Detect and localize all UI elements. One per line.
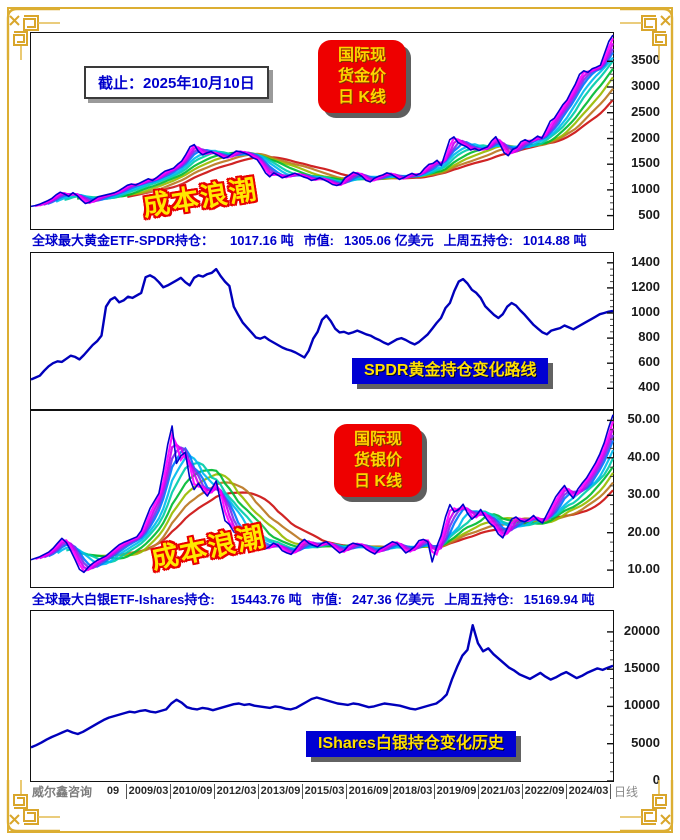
gold-etf-holdings: 1017.16 吨 [230,232,294,248]
silver-kline-badge-line2: 货银价 [353,452,402,469]
gold-price-y-axis: 500 1000 1500 2000 2500 3000 3500 [614,32,672,228]
spdr-holdings-panel [30,252,614,410]
gold-etf-mv-label: 市值: [303,232,334,248]
silver-etf-mv-label: 市值: [311,591,342,607]
silver-etf-holdings: 15443.76 吨 [230,591,302,607]
silver-kline-badge-line1: 国际现 [353,431,402,448]
y-tick-label: 1000 [631,180,660,196]
y-tick-label: 10000 [623,697,660,713]
gold-price-chart [30,34,615,217]
y-tick-label: 40.00 [627,448,660,464]
gold-etf-lf: 1014.88 吨 [522,232,587,248]
spdr-holdings-chart [30,262,614,390]
x-tick-label: 2009/03 [126,784,170,799]
y-tick-label: 30.00 [627,486,660,502]
gold-kline-badge-line2: 货金价 [337,68,386,85]
y-tick-label: 2000 [631,129,660,145]
y-tick-label: 2500 [631,103,660,119]
silver-etf-label: 全球最大白银ETF-Ishares持仓: [32,591,215,607]
silver-etf-lf: 15169.94 吨 [523,591,595,607]
gold-etf-info-row: 全球最大黄金ETF-SPDR持仓： 1017.16 吨 市值: 1305.06 … [32,229,612,249]
x-tick-label: 2010/09 [170,784,214,799]
y-tick-label: 400 [638,379,660,395]
x-axis-period-label: 日线 [614,785,639,799]
y-tick-label: 15000 [623,660,660,676]
y-tick-label: 600 [638,354,660,370]
silver-kline-badge-line3: 日 K线 [353,473,402,490]
gold-kline-badge-line3: 日 K线 [337,89,386,106]
y-tick-label: 800 [638,329,660,345]
ishares-y-axis: 0 5000 10000 15000 20000 [614,610,672,787]
as-of-date-text: 截止：2025年10月10日 [98,75,255,92]
x-tick-label: 2022/09 [522,784,566,799]
y-tick-label: 5000 [631,734,660,750]
source-watermark: 威尔鑫咨询 [32,785,93,799]
gold-etf-mv: 1305.06 亿美元 [343,232,434,248]
y-tick-label: 3500 [631,52,660,68]
y-tick-label: 3000 [631,78,660,93]
x-tick-label: 2013/09 [258,784,302,799]
ishares-history-badge: IShares白银持仓变化历史 [306,731,516,757]
ishares-holdings-chart [30,623,614,782]
silver-kline-badge: 国际现 货银价 日 K线 [334,424,422,497]
x-tick-label: 2021/03 [478,784,522,799]
y-tick-label: 1500 [631,155,660,171]
silver-etf-lf-label: 上周五持仓: [444,591,514,607]
y-tick-label: 0 [652,772,660,787]
y-tick-label: 1000 [631,304,660,319]
x-tick-label: 2015/03 [302,784,346,799]
silver-price-y-axis: 10.00 20.00 30.00 40.00 50.00 [614,410,672,586]
x-tick-label: 2018/03 [390,784,434,799]
gold-etf-lf-label: 上周五持仓: [443,232,513,248]
gold-kline-badge-line1: 国际现 [337,47,386,64]
silver-etf-mv: 247.36 亿美元 [351,591,435,607]
x-tick-label: 2012/03 [214,784,258,799]
x-axis-ticks: 09 2009/03 2010/09 2012/03 2013/09 2015/03 201… [100,784,612,799]
x-tick-label: 09 [106,785,120,797]
x-axis-row: 威尔鑫咨询 09 2009/03 2010/09 2012/03 2013/09 2015… [32,783,638,800]
spdr-route-badge: SPDR黄金持仓变化路线 [352,358,549,384]
silver-etf-info-row: 全球最大白银ETF-Ishares持仓: 15443.76 吨 市值: 247.… [32,588,612,608]
silver-price-chart [30,414,615,574]
y-tick-label: 500 [638,206,660,222]
as-of-date-box: 截止：2025年10月10日 [84,66,269,99]
gold-etf-label: 全球最大黄金ETF-SPDR持仓： [32,232,215,248]
y-tick-label: 50.00 [627,411,660,427]
x-tick-label: 2016/09 [346,784,390,799]
x-tick-label: 2019/09 [434,784,478,799]
gold-kline-badge: 国际现 货金价 日 K线 [318,40,406,113]
y-tick-label: 1400 [631,253,660,269]
silver-price-panel [30,410,615,588]
y-tick-label: 20000 [623,622,660,638]
y-tick-label: 10.00 [627,561,660,577]
spdr-y-axis: 400 600 800 1000 1200 1400 [614,252,672,408]
y-tick-label: 20.00 [627,523,660,539]
y-tick-label: 1200 [631,278,660,294]
x-tick-label: 2024/03 [566,784,612,799]
